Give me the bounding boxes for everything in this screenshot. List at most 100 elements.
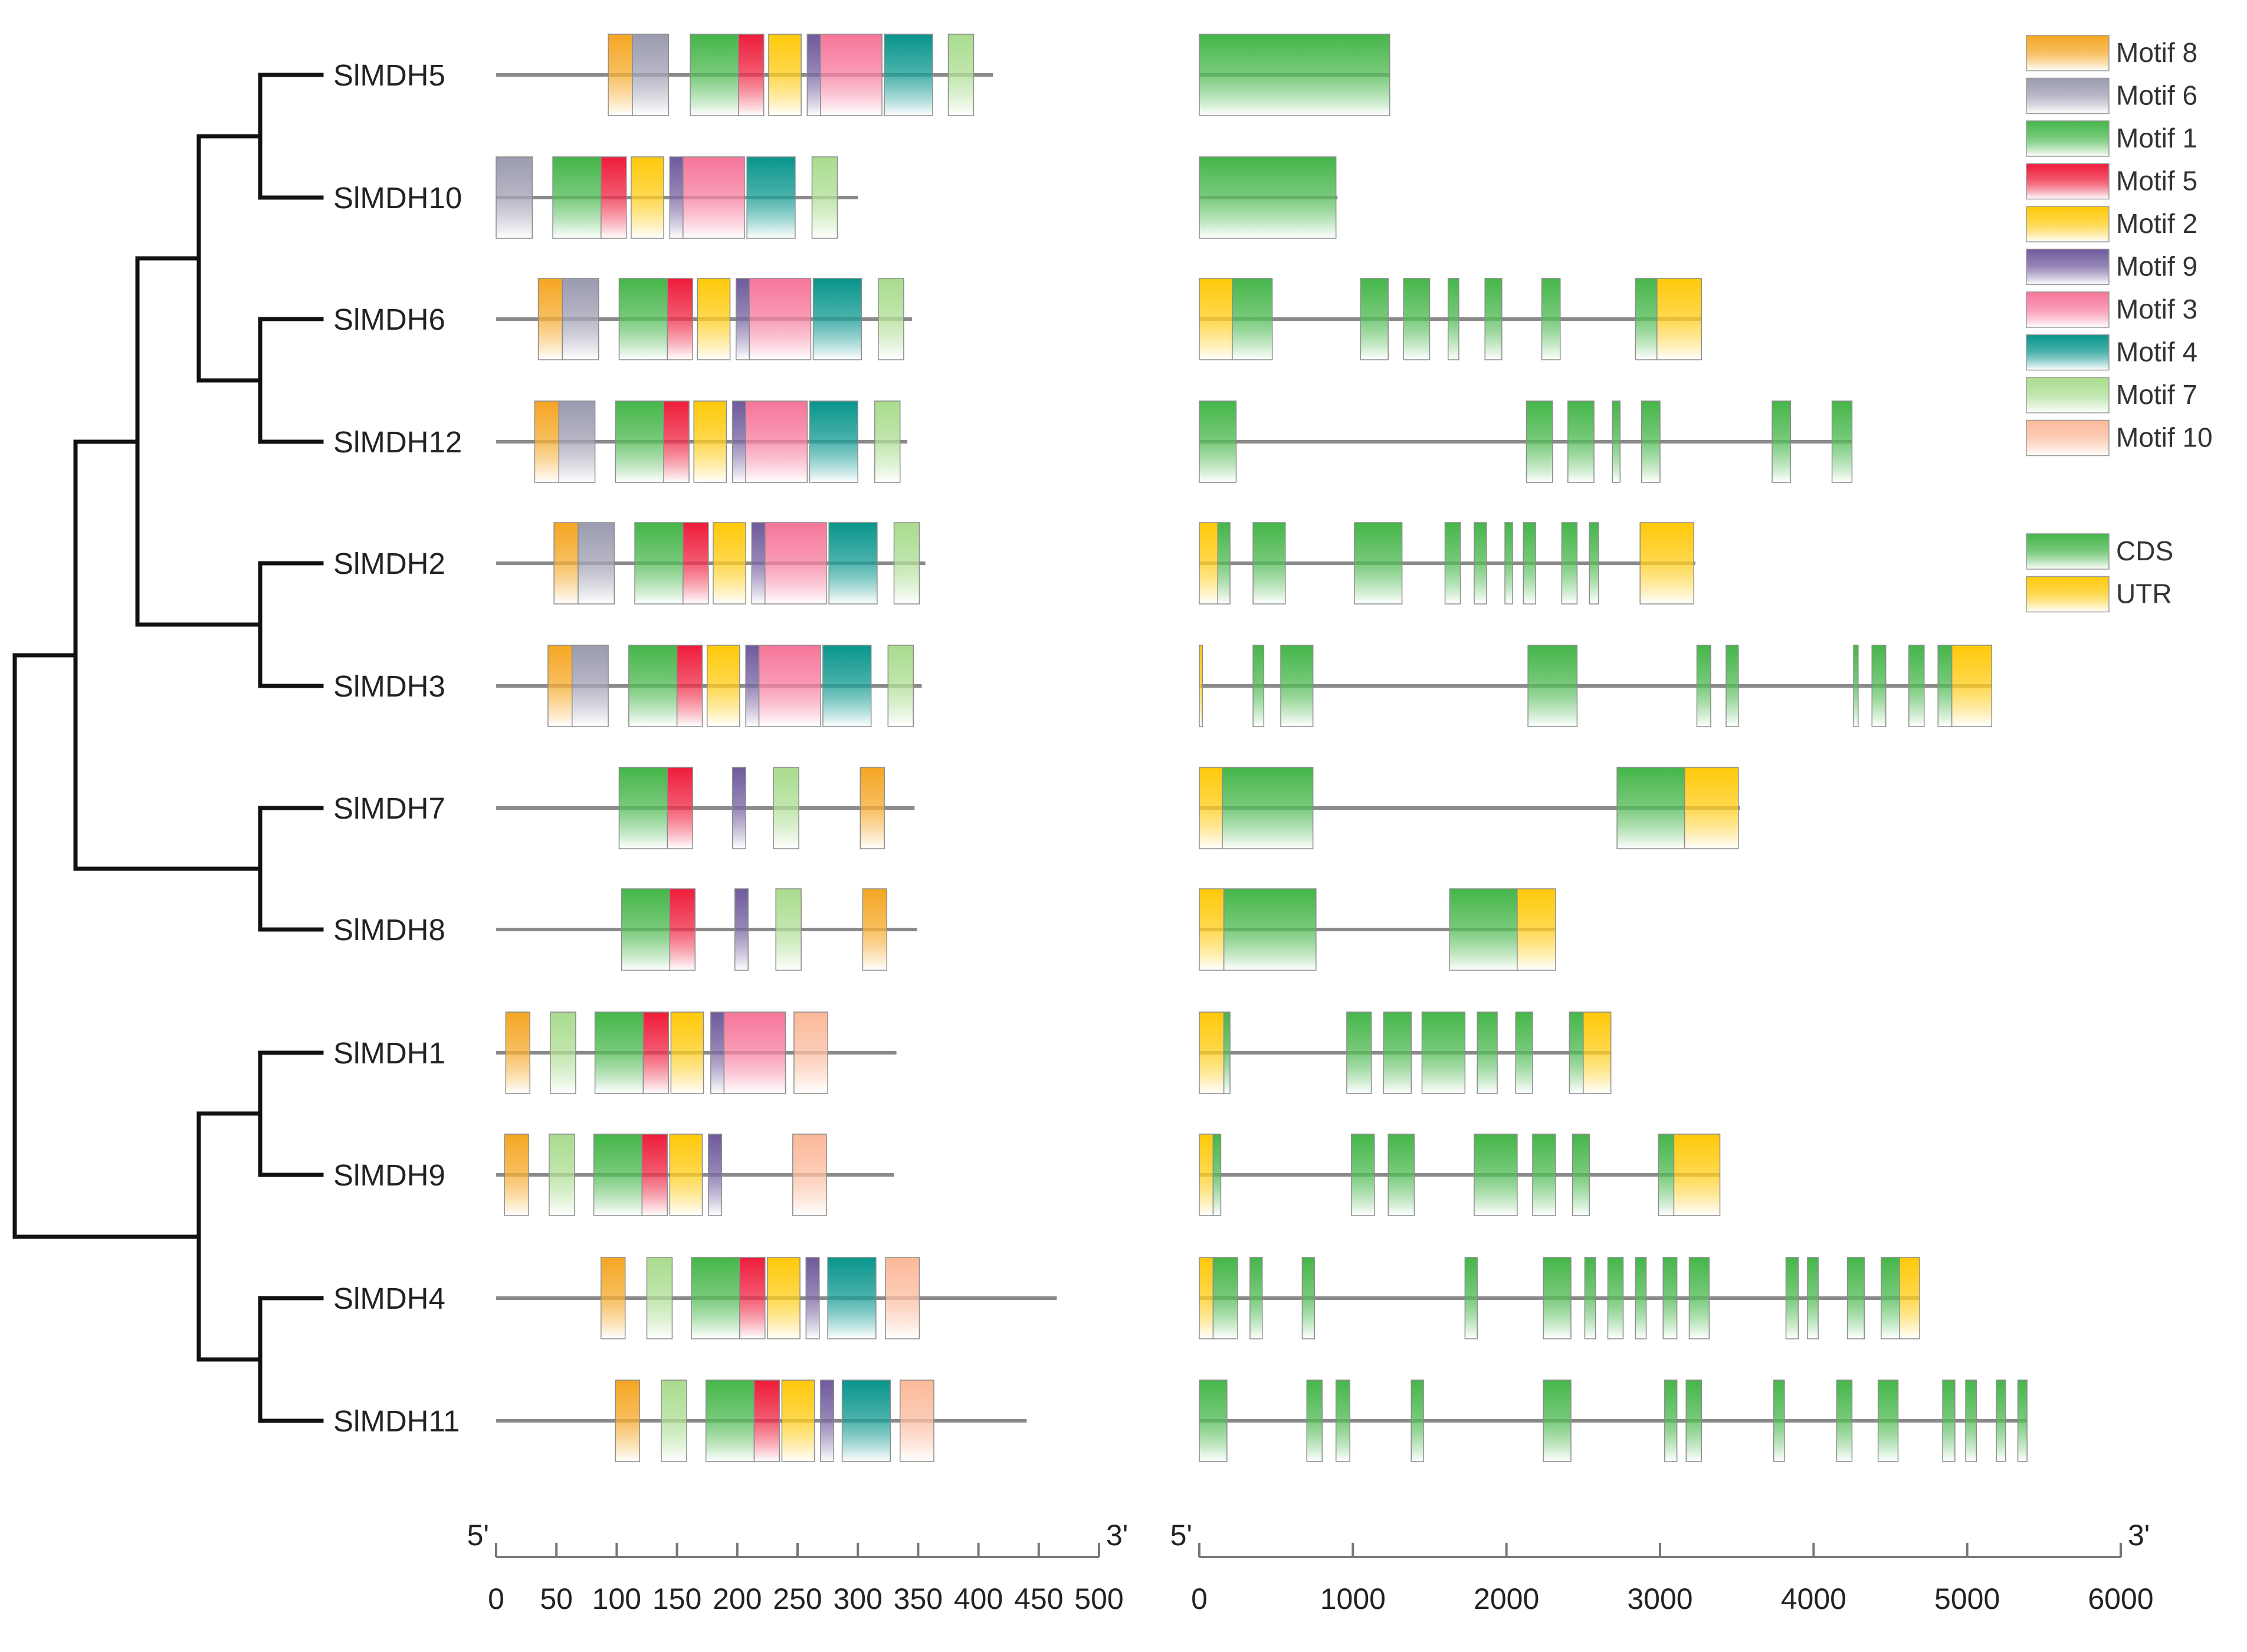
legend-swatch-motif-10 (2026, 419, 2110, 456)
utr-block (1899, 1257, 1920, 1339)
motif-3-box (765, 522, 827, 605)
cds-block (1447, 278, 1459, 360)
axis-tick-label: 350 (894, 1582, 943, 1615)
motif-row (496, 645, 922, 727)
cds-block (1612, 400, 1621, 483)
cds-block (1853, 645, 1859, 727)
motif-5-box (642, 1011, 670, 1094)
cds-block (1877, 1380, 1899, 1462)
structure-row (1199, 767, 1740, 849)
axis-tick-label: 150 (652, 1582, 701, 1615)
motif-7-box (947, 34, 975, 116)
structure-row (1199, 888, 1556, 971)
motif-7-box (887, 645, 914, 727)
motif-10-box (792, 1134, 827, 1216)
motif-9-box (751, 522, 766, 605)
gene-label: SlMDH4 (333, 1282, 445, 1315)
cds-block (1635, 1257, 1647, 1339)
cds-block (1831, 400, 1853, 483)
motif-8-box (547, 645, 573, 727)
motif-9-box (806, 34, 821, 116)
motif-2-box (631, 156, 664, 239)
motif-6-box (562, 278, 599, 360)
motif-2-box (693, 400, 727, 483)
motif-9-box (734, 888, 749, 971)
legend-swatch-motif-3 (2026, 291, 2110, 328)
cds-block (1881, 1257, 1900, 1339)
cds-block (1403, 278, 1431, 360)
utr-block (1199, 278, 1233, 360)
motif-4-box (822, 645, 872, 727)
cds-block (1199, 1380, 1228, 1462)
motif-5-box (738, 34, 765, 116)
axis-tick-label: 250 (773, 1582, 822, 1615)
cds-block (1635, 278, 1658, 360)
motif-1-box (615, 400, 664, 483)
cds-block (1772, 400, 1792, 483)
cds-block (1807, 1257, 1819, 1339)
cds-block (1937, 645, 1953, 727)
motif-7-box (775, 888, 802, 971)
motif-5-box (753, 1380, 780, 1462)
axis-tick-label: 500 (1074, 1582, 1123, 1615)
cds-block (1726, 645, 1739, 727)
cds-block (1212, 1257, 1238, 1339)
motif-7-box (661, 1380, 687, 1462)
cds-block (1589, 522, 1599, 605)
motif-9-box (820, 1380, 835, 1462)
structure-row (1199, 522, 1695, 605)
cds-block (1474, 522, 1487, 605)
utr-block (1199, 767, 1223, 849)
motif-1-box (690, 34, 739, 116)
gene-label: SlMDH1 (333, 1036, 445, 1070)
legend-label: CDS (2116, 536, 2173, 566)
legend-label: Motif 1 (2116, 123, 2197, 153)
cds-block (1504, 522, 1513, 605)
cds-block (1252, 645, 1265, 727)
utr-block (1199, 645, 1203, 727)
motif-7-box (550, 1011, 576, 1094)
tree-clade (12, 653, 201, 1239)
axis-tick-label: 450 (1014, 1582, 1063, 1615)
structure-row (1199, 1380, 2028, 1462)
motif-row (496, 1011, 897, 1094)
legend-label: Motif 7 (2116, 379, 2197, 410)
cds-block (1543, 1257, 1572, 1339)
axis-tick-label: 1000 (1320, 1582, 1386, 1615)
motif-8-box (608, 34, 633, 116)
legend-swatch-motif-1 (2026, 120, 2110, 157)
cds-block (1199, 156, 1337, 239)
motif-8-box (504, 1134, 529, 1216)
motif-8-box (534, 400, 560, 483)
gene-structure-panel (1199, 34, 2028, 1462)
legend-swatch-motif-9 (2026, 248, 2110, 285)
motif-row (496, 767, 915, 849)
legend: Motif 8 Motif 6 Motif 1 Motif 5 Motif 2 Motif… (2026, 35, 2213, 613)
motif-1-box (628, 645, 678, 727)
cds-block (1616, 767, 1685, 849)
gene-label: SlMDH11 (333, 1404, 460, 1438)
axis-tick-label: 100 (592, 1582, 641, 1615)
motif-row (496, 1134, 894, 1216)
cds-block (1474, 1134, 1518, 1216)
legend-label: Motif 3 (2116, 294, 2197, 324)
cds-block (1523, 522, 1536, 605)
motif-5-box (683, 522, 709, 605)
motif-9-box (736, 278, 750, 360)
cds-block (1662, 1257, 1678, 1339)
motif-row (496, 278, 913, 360)
motif-10-box (899, 1380, 934, 1462)
axis-tick-label: 50 (540, 1582, 573, 1615)
cds-block (1688, 1257, 1710, 1339)
motif-7-box (878, 278, 904, 360)
cds-block (1515, 1011, 1533, 1094)
cds-block (1541, 278, 1561, 360)
motif-7-box (773, 767, 799, 849)
cds-block (1249, 1257, 1263, 1339)
structure-row (1199, 1134, 1721, 1216)
motif-8-box (537, 278, 563, 360)
legend-label: Motif 4 (2116, 337, 2197, 367)
motif-1-box (618, 278, 668, 360)
motif-9-box (805, 1257, 820, 1339)
motif-4-box (841, 1380, 891, 1462)
